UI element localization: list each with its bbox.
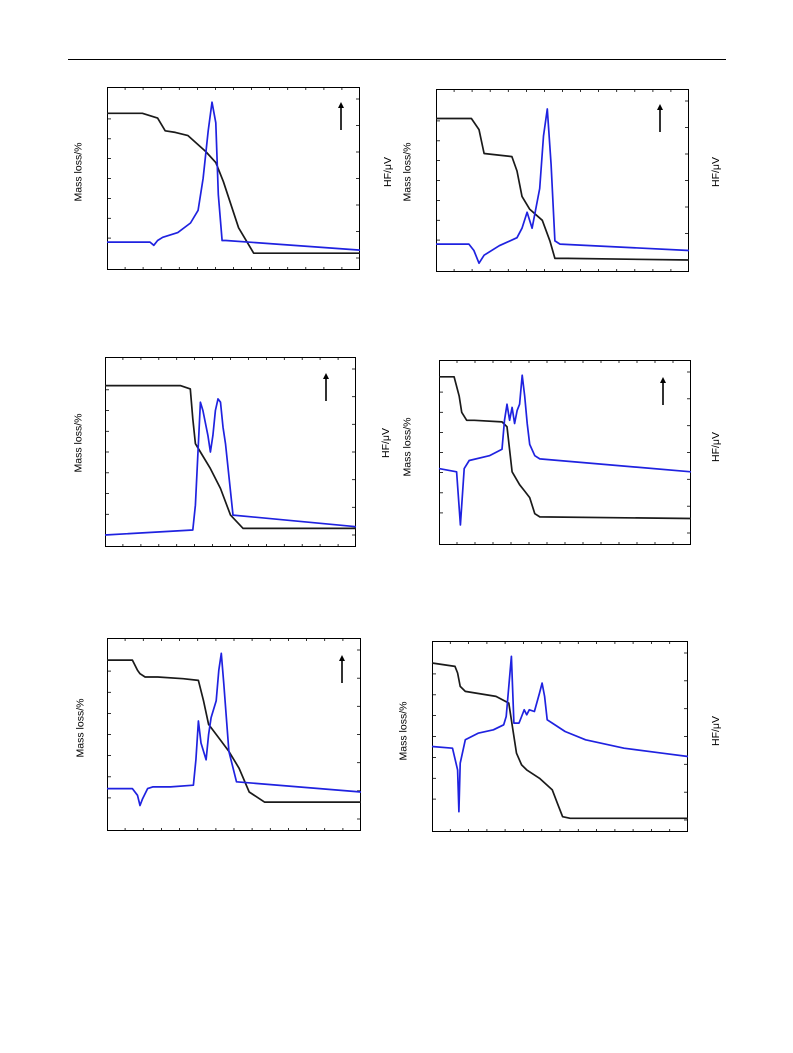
chart-panel-middle-left bbox=[104, 357, 357, 547]
heat-flow-axis-label: HF/μV bbox=[379, 428, 392, 458]
chart-svg bbox=[438, 360, 692, 545]
mass-loss-axis-label: Mass loss/% bbox=[396, 701, 409, 761]
exo-arrow-icon bbox=[660, 377, 666, 383]
heat-flow-axis-label: HF/μV bbox=[709, 157, 722, 187]
mass-loss-curve bbox=[436, 117, 690, 261]
heat-flow-curve bbox=[436, 108, 690, 265]
chart-svg bbox=[104, 357, 357, 547]
exo-arrow-icon bbox=[338, 102, 344, 108]
mass-loss-axis-label: Mass loss/% bbox=[71, 142, 84, 202]
mass-loss-axis-label: Mass loss/% bbox=[400, 417, 413, 477]
chart-svg bbox=[107, 638, 362, 831]
heat-flow-curve bbox=[104, 398, 357, 536]
mass-loss-curve bbox=[107, 112, 360, 255]
chart-svg bbox=[436, 89, 690, 272]
mass-loss-axis-label: Mass loss/% bbox=[71, 413, 84, 473]
mass-loss-curve bbox=[431, 662, 688, 820]
mass-loss-axis-label: Mass loss/% bbox=[73, 698, 86, 758]
chart-svg bbox=[107, 87, 361, 270]
chart-panel-top-right bbox=[436, 89, 690, 272]
chart-svg bbox=[431, 641, 689, 832]
exo-arrow-icon bbox=[323, 373, 329, 379]
mass-loss-curve bbox=[439, 375, 692, 520]
heat-flow-curve bbox=[107, 652, 362, 807]
chart-panel-middle-right bbox=[438, 360, 692, 545]
chart-panel-bottom-left bbox=[107, 638, 362, 831]
heat-flow-curve bbox=[431, 655, 689, 813]
mass-loss-axis-label: Mass loss/% bbox=[400, 142, 413, 202]
heat-flow-curve bbox=[438, 374, 692, 526]
exo-arrow-icon bbox=[657, 104, 663, 110]
mass-loss-curve bbox=[107, 659, 361, 803]
heat-flow-axis-label: HF/μV bbox=[709, 716, 722, 746]
header-rule bbox=[68, 59, 726, 60]
heat-flow-curve bbox=[107, 101, 361, 251]
exo-arrow-icon bbox=[339, 655, 345, 661]
heat-flow-axis-label: HF/μV bbox=[709, 432, 722, 462]
chart-panel-top-left bbox=[107, 87, 361, 270]
mass-loss-curve bbox=[105, 384, 356, 530]
chart-panel-bottom-right bbox=[431, 641, 689, 832]
heat-flow-axis-label: HF/μV bbox=[381, 157, 394, 187]
